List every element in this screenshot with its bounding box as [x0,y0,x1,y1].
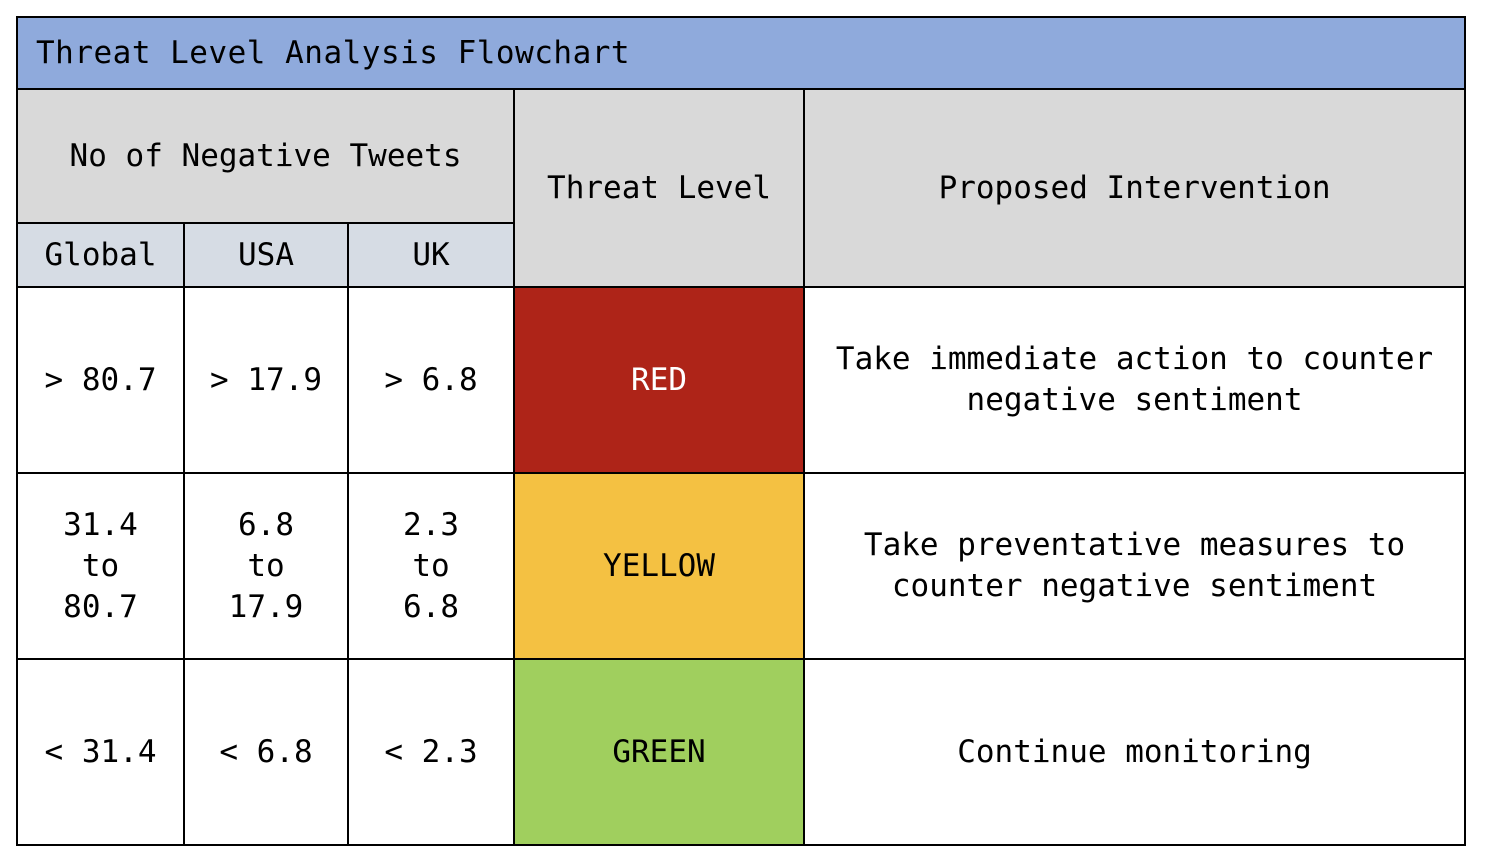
header-region-usa: USA [183,222,349,288]
header-proposed-intervention: Proposed Intervention [803,90,1465,288]
table-row-red: > 80.7 > 17.9 > 6.8 RED Take immediate a… [18,286,1465,474]
table-row-yellow: 31.4 to 80.7 6.8 to 17.9 2.3 to 6.8 YELL… [18,472,1465,660]
cell-global-threshold: > 80.7 [18,286,185,474]
table-title: Threat Level Analysis Flowchart [18,18,1464,90]
header-threat-level: Threat Level [513,90,806,288]
threat-level-badge: YELLOW [513,472,806,660]
cell-usa-threshold: 6.8 to 17.9 [183,472,349,660]
cell-global-threshold: 31.4 to 80.7 [18,472,185,660]
cell-intervention: Continue monitoring [803,658,1465,844]
cell-usa-threshold: > 17.9 [183,286,349,474]
header-region-global: Global [18,222,185,288]
header-region-uk: UK [346,222,515,288]
cell-usa-threshold: < 6.8 [183,658,349,844]
cell-uk-threshold: < 2.3 [346,658,516,844]
threat-level-table: No of Negative Tweets Threat Level Propo… [18,90,1465,844]
cell-intervention: Take preventative measures to counter ne… [803,472,1465,660]
cell-global-threshold: < 31.4 [18,658,185,844]
threat-level-table-frame: Threat Level Analysis Flowchart No of Ne… [16,16,1466,846]
header-negative-tweets: No of Negative Tweets [18,90,516,224]
threat-level-badge: RED [513,286,806,474]
threat-level-badge: GREEN [513,658,806,844]
table-row-green: < 31.4 < 6.8 < 2.3 GREEN Continue monito… [18,658,1465,844]
cell-uk-threshold: 2.3 to 6.8 [346,472,516,660]
cell-uk-threshold: > 6.8 [346,286,516,474]
cell-intervention: Take immediate action to counter negativ… [803,286,1465,474]
